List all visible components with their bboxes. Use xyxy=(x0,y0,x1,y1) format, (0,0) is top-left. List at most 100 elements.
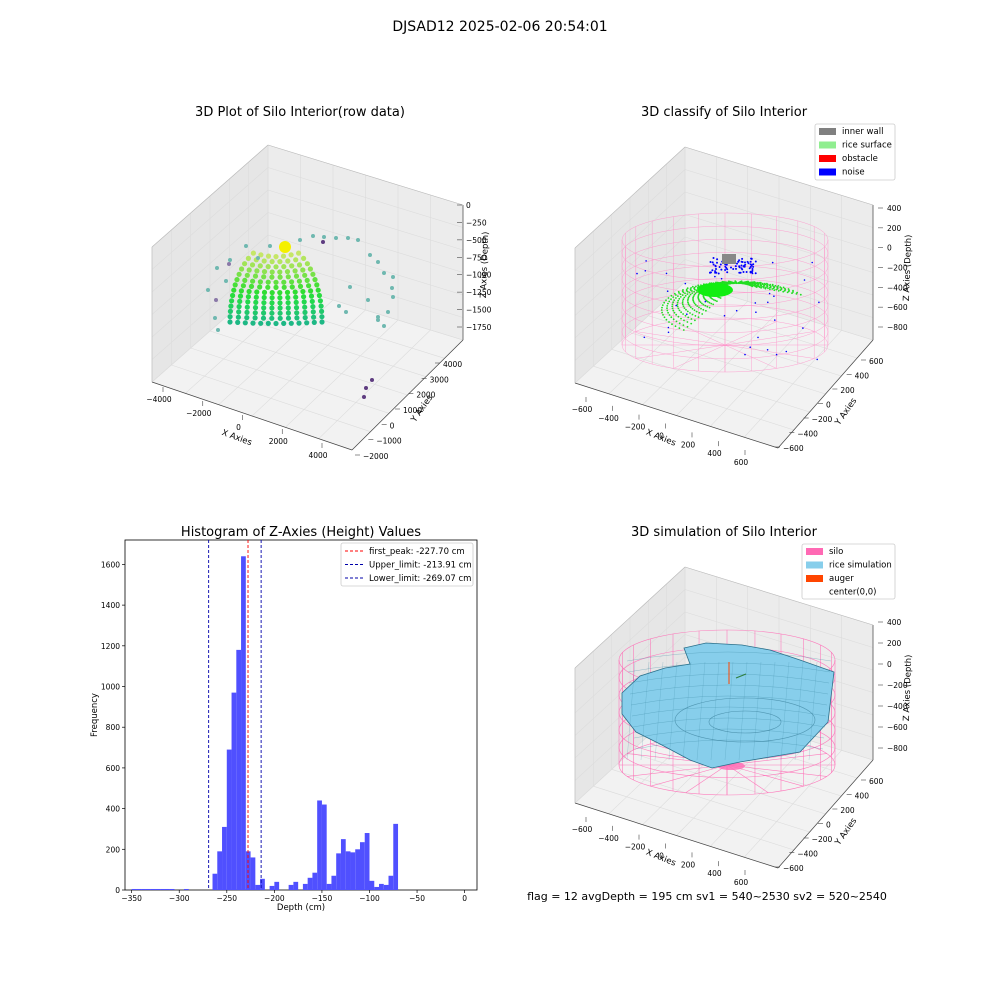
point-rice xyxy=(285,305,291,311)
point-noise xyxy=(744,261,746,264)
histogram-bar xyxy=(374,886,380,890)
point-rice xyxy=(302,309,308,315)
point-rice xyxy=(246,267,252,273)
point-noise xyxy=(752,265,755,268)
legend-box xyxy=(801,543,896,600)
point-rice-surface xyxy=(698,300,701,302)
point-noise-scatter xyxy=(675,304,677,307)
point-rice-surface xyxy=(702,303,705,306)
histogram-bar xyxy=(145,888,151,890)
point-noise xyxy=(716,261,718,264)
point-noise xyxy=(714,270,717,273)
point-rice-surface xyxy=(682,289,684,291)
point-rice xyxy=(304,261,310,267)
legend-label: rice surface xyxy=(842,141,892,151)
point-rice-surface xyxy=(710,302,713,305)
point-noise xyxy=(754,272,757,275)
histogram-bar xyxy=(369,880,375,890)
point-rice xyxy=(257,263,263,269)
point-rice xyxy=(302,315,308,321)
x-tick-label: 400 xyxy=(707,869,722,878)
y-tick-label: −200 xyxy=(812,415,833,424)
point-rice xyxy=(285,274,291,280)
rice-ridge xyxy=(708,710,782,734)
point-rice xyxy=(304,320,310,326)
point-rice-surface xyxy=(767,287,769,290)
y-tick-label: 200 xyxy=(840,386,855,395)
point-wall xyxy=(256,256,260,260)
point-rice xyxy=(289,284,295,290)
plot-3d-simulation: 3D simulation of Silo Interior −600−400−… xyxy=(572,525,914,887)
plot-3d-classify-ylabel: Y Axies xyxy=(833,396,860,428)
point-rice xyxy=(269,315,275,321)
point-rice xyxy=(242,320,248,326)
point-noise xyxy=(717,272,720,275)
point-rice xyxy=(235,314,241,320)
rice-mesh-line xyxy=(766,661,776,761)
point-rice xyxy=(254,268,260,274)
rice-mesh-line xyxy=(808,661,818,761)
point-rice-surface xyxy=(782,286,785,289)
legend-box xyxy=(814,123,896,181)
y-tick-label: 3000 xyxy=(430,375,449,384)
point-rice xyxy=(265,264,271,270)
histogram-bar xyxy=(336,853,341,890)
point-rice-surface xyxy=(784,287,786,290)
point-rice-surface xyxy=(777,290,780,292)
point-rice xyxy=(301,299,307,305)
silo-floor-spoke xyxy=(635,344,726,359)
point-inner-wall xyxy=(722,254,736,264)
point-noise xyxy=(711,261,714,264)
point-rice xyxy=(277,295,283,301)
point-rice xyxy=(234,277,240,283)
point-wall xyxy=(268,244,272,248)
point-rice xyxy=(302,304,308,310)
point-rice-surface xyxy=(687,303,690,306)
z-tick-label: −1750 xyxy=(466,323,492,332)
histogram-bar xyxy=(383,884,389,890)
point-wall xyxy=(382,271,386,275)
y-tick-label: 2000 xyxy=(416,391,435,400)
point-rice xyxy=(230,292,236,299)
point-rice xyxy=(231,287,237,293)
point-noise xyxy=(712,263,715,266)
point-rice-surface xyxy=(662,314,664,316)
point-rice xyxy=(227,308,233,314)
point-noise-scatter xyxy=(751,272,754,275)
rice-mesh-line xyxy=(654,661,664,761)
x-tick-label: −600 xyxy=(572,405,593,414)
point-rice xyxy=(296,278,302,284)
x-tick-label: 400 xyxy=(707,449,722,458)
rice-mesh-line xyxy=(626,651,832,662)
y-tick-label: 400 xyxy=(855,792,870,801)
point-rice-surface xyxy=(694,319,696,322)
point-rice xyxy=(293,257,299,263)
point-rice xyxy=(285,294,291,301)
point-wall xyxy=(298,238,302,242)
point-rice-surface xyxy=(719,281,722,284)
grid-line xyxy=(684,589,874,648)
rice-mesh-line xyxy=(634,739,824,750)
point-rice xyxy=(296,262,303,268)
silo-floor-spoke xyxy=(685,764,728,793)
point-rice xyxy=(261,258,267,264)
point-rice-surface xyxy=(685,288,688,291)
plot-3d-simulation-ylabel: Y Axies xyxy=(833,816,860,848)
point-rice xyxy=(302,272,308,278)
point-noise xyxy=(736,262,738,265)
y-tick-label: −2000 xyxy=(363,452,389,461)
point-noise-scatter xyxy=(774,319,776,321)
point-rice-surface xyxy=(671,303,674,306)
point-rice-surface xyxy=(691,313,694,316)
point-noise-scatter xyxy=(643,336,646,339)
point-wall xyxy=(376,260,380,264)
point-rice-surface xyxy=(716,281,719,284)
plot-3d-raw-title: 3D Plot of Silo Interior(row data) xyxy=(195,105,405,120)
point-noise xyxy=(714,271,717,274)
point-rice-surface xyxy=(712,303,715,306)
point-rice-surface xyxy=(672,296,675,298)
point-rice xyxy=(252,305,259,311)
point-rice xyxy=(285,310,291,316)
z-tick-label: 400 xyxy=(887,618,902,627)
histogram-bar xyxy=(183,888,189,890)
